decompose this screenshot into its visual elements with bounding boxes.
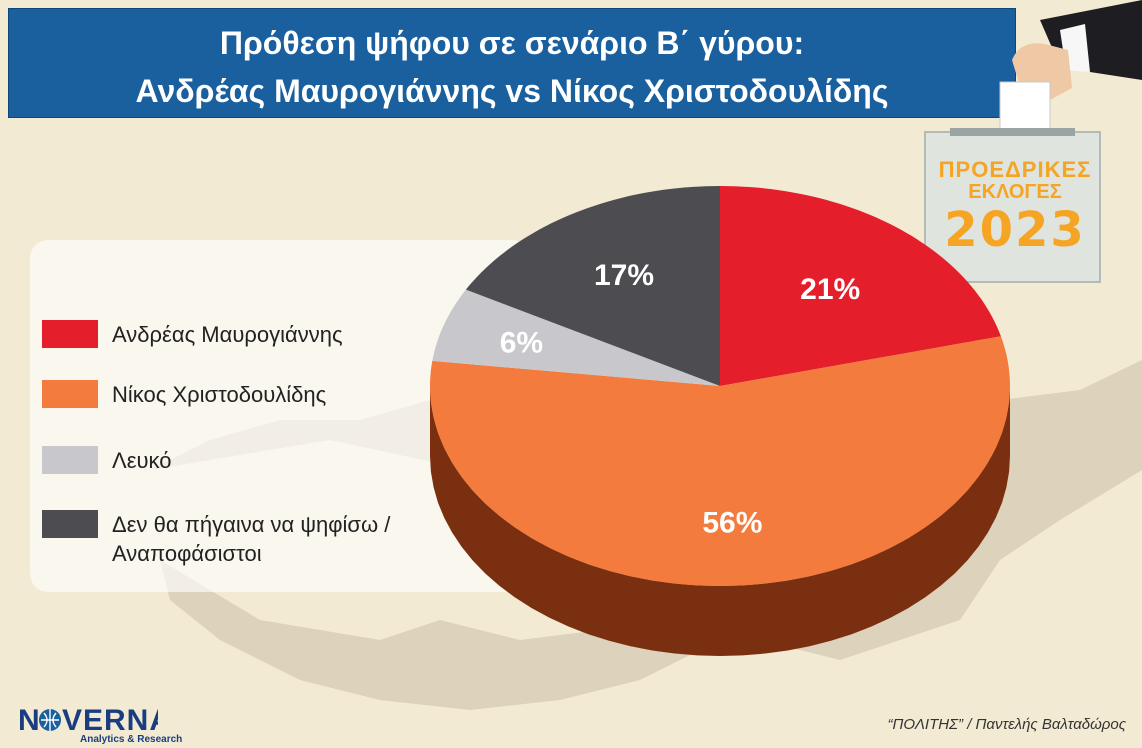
credit-line: “ΠΟΛΙΤΗΣ” / Παντελής Βαλταδώρος [887,716,1126,733]
badge-line2: ΕΚΛΟΓΕΣ [968,181,1062,203]
pie-data-label-3: 6% [500,327,543,360]
pie-slice-2 [430,336,1010,586]
chart-title-line2: Ανδρέας Μαυρογιάννης vs Νίκος Χριστοδουλ… [135,73,889,109]
ballot-paper-icon [999,81,1051,133]
legend-item-mavrogiannis: Ανδρέας Μαυρογιάννης [42,320,442,349]
pie-slice-1 [720,186,1001,386]
ballot-slot-icon [950,128,1075,136]
legend-swatch [42,446,98,474]
legend-label: Δεν θα πήγαινα να ψηφίσω / Αναποφάσιστοι [112,512,391,566]
legend-label: Λευκό [112,448,172,473]
legend-swatch [42,510,98,538]
badge-line1: ΠΡΟΕΔΡΙΚΕΣ [938,157,1092,182]
title-banner: Πρόθεση ψήφου σε σενάριο Β΄ γύρου: Ανδρέ… [8,8,1016,118]
legend-label: Νίκος Χριστοδουλίδης [112,382,327,407]
pie-slice-3 [432,289,720,386]
pie-data-label-4: 17% [594,259,654,292]
legend-item-blank: Λευκό [42,446,442,475]
pie-slice-4 [465,186,720,386]
legend-item-undecided: Δεν θα πήγαινα να ψηφίσω / Αναποφάσιστοι [42,510,442,568]
legend-swatch [42,320,98,348]
pie-data-label-2: 56% [702,507,762,540]
pie-slice-side-2 [430,386,1010,656]
svg-text:N: N [18,704,41,736]
badge-year: 2023 [944,202,1086,258]
chart-title-line1: Πρόθεση ψήφου σε σενάριο Β΄ γύρου: [219,25,805,61]
legend-label: Ανδρέας Μαυρογιάννης [112,322,343,347]
logo-subtitle: Analytics & Research [80,734,183,745]
legend-item-christodoulides: Νίκος Χριστοδουλίδης [42,380,442,409]
pie-data-label-1: 21% [800,273,860,306]
legend-swatch [42,380,98,408]
